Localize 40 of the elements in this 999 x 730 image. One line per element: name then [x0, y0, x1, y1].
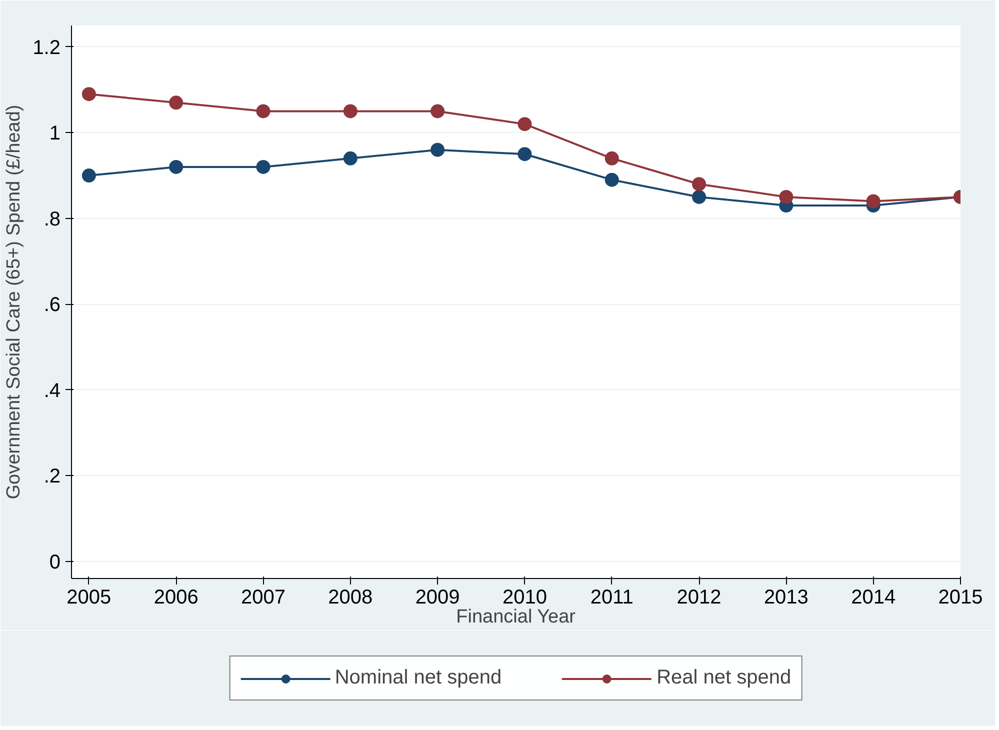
point [82, 168, 96, 183]
point [82, 87, 96, 102]
y-tick-label: .4 [44, 380, 61, 402]
point [692, 190, 706, 204]
y-tick-label: 1.2 [32, 36, 61, 59]
point [692, 177, 706, 192]
point [866, 194, 880, 208]
y-axis-title: Government Social Care (65+) Spend (£/head) [4, 104, 25, 500]
x-tick-label: 2007 [241, 586, 286, 608]
x-tick-label: 2008 [328, 586, 373, 608]
x-tick-label: 2010 [502, 586, 547, 608]
point [779, 190, 794, 204]
x-tick-label: 2013 [764, 586, 808, 608]
y-tick-label: .8 [44, 208, 61, 230]
legend-label: Real net spend [656, 666, 792, 690]
point [430, 104, 445, 118]
point [169, 96, 184, 110]
point [518, 117, 532, 132]
y-tick-label: 0 [49, 551, 60, 574]
y-tick-label: .6 [44, 294, 61, 316]
point [604, 151, 619, 166]
point [343, 151, 358, 166]
x-tick-label: 2014 [851, 586, 896, 608]
x-axis-title: Financial Year [456, 606, 576, 628]
point [343, 104, 358, 118]
point [430, 142, 445, 157]
y-tick-label: .2 [44, 466, 61, 488]
x-tick-label: 2012 [676, 586, 722, 608]
y-tick-label: 1 [49, 122, 60, 145]
x-tick-label: 2006 [154, 586, 198, 608]
x-tick-label: 2015 [938, 586, 983, 608]
x-tick-label: 2011 [590, 586, 634, 608]
point [256, 160, 270, 174]
x-tick-label: 2005 [66, 586, 112, 608]
point [604, 172, 619, 187]
point [256, 104, 270, 118]
point [518, 147, 532, 162]
x-tick-label: 2009 [415, 586, 460, 608]
point [169, 160, 184, 174]
legend-label: Nominal net spend [334, 666, 502, 690]
